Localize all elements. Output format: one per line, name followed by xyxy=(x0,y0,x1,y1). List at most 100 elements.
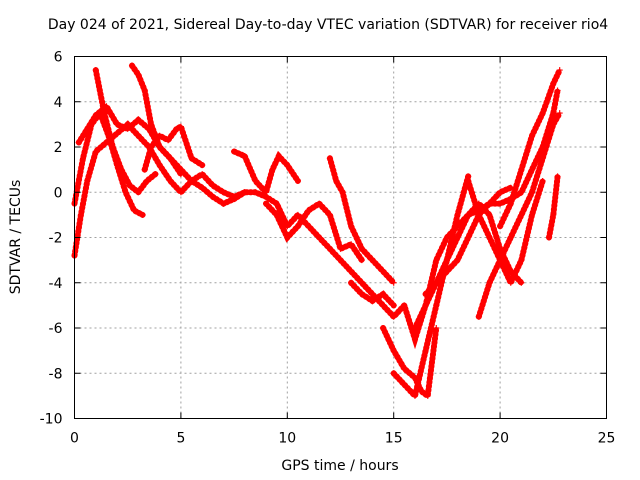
data-point xyxy=(131,207,138,214)
data-point xyxy=(148,144,155,150)
data-point xyxy=(486,200,493,207)
data-point xyxy=(92,148,99,155)
series-markers xyxy=(92,67,159,197)
data-point xyxy=(333,177,340,184)
data-point xyxy=(284,223,291,230)
data-point xyxy=(231,148,238,155)
data-point xyxy=(348,279,355,286)
data-point xyxy=(454,257,461,264)
data-point xyxy=(173,125,180,132)
x-tick-label: 10 xyxy=(278,431,296,447)
series-markers xyxy=(263,199,365,264)
y-tick-label: -2 xyxy=(49,231,63,247)
data-point xyxy=(390,313,397,320)
data-point xyxy=(380,268,387,275)
data-point xyxy=(401,302,408,309)
data-point xyxy=(337,245,344,252)
data-point xyxy=(177,123,184,130)
data-point xyxy=(269,166,276,173)
data-point xyxy=(390,279,397,286)
data-point xyxy=(401,365,408,372)
data-point xyxy=(497,223,504,230)
series-sat-i xyxy=(326,155,397,286)
y-tick-label: 6 xyxy=(54,50,63,66)
data-point xyxy=(507,268,514,275)
data-point xyxy=(152,171,159,178)
data-point xyxy=(165,137,172,144)
y-tick-label: 0 xyxy=(54,185,63,201)
data-point xyxy=(556,67,563,74)
series-markers xyxy=(141,122,206,173)
series-markers xyxy=(422,199,525,298)
data-point xyxy=(518,189,525,196)
data-point xyxy=(109,144,116,150)
data-point xyxy=(486,211,493,218)
data-point xyxy=(380,325,387,331)
data-point xyxy=(411,336,418,343)
x-tick-label: 25 xyxy=(598,431,616,447)
data-point xyxy=(358,257,365,264)
data-point xyxy=(556,110,563,117)
data-point xyxy=(539,155,546,162)
data-point xyxy=(326,211,333,218)
data-point xyxy=(284,162,291,169)
series-sat-g xyxy=(231,148,301,199)
data-point xyxy=(529,166,536,173)
data-point xyxy=(209,193,216,200)
data-point xyxy=(92,67,99,74)
data-point xyxy=(177,189,184,196)
data-point xyxy=(475,211,482,218)
data-point xyxy=(424,392,431,399)
data-point xyxy=(167,155,174,162)
data-point xyxy=(199,162,206,169)
data-point xyxy=(358,291,365,298)
data-point xyxy=(369,291,376,298)
data-point xyxy=(497,245,504,252)
data-point xyxy=(518,279,525,286)
series-sat-n xyxy=(422,199,525,298)
data-point xyxy=(390,347,397,354)
data-point xyxy=(294,211,301,218)
data-point xyxy=(273,200,280,207)
x-axis-label: GPS time / hours xyxy=(281,458,398,474)
data-point xyxy=(475,313,482,320)
data-point xyxy=(550,110,557,117)
data-point xyxy=(284,234,291,241)
data-point xyxy=(177,166,184,173)
chart-title: Day 024 of 2021, Sidereal Day-to-day VTE… xyxy=(48,17,608,33)
y-tick-label: 4 xyxy=(54,95,63,111)
data-point xyxy=(550,121,557,128)
series-sat-e xyxy=(128,62,248,207)
data-point xyxy=(550,211,557,218)
data-point xyxy=(92,112,99,119)
data-point xyxy=(529,132,536,139)
data-point xyxy=(454,211,461,218)
data-point xyxy=(348,268,355,275)
data-point xyxy=(348,223,355,230)
data-point xyxy=(103,103,110,110)
series-markers xyxy=(412,184,514,331)
data-point xyxy=(209,182,216,189)
data-point xyxy=(554,87,561,94)
data-point xyxy=(188,177,195,184)
data-point xyxy=(433,325,440,331)
data-point xyxy=(305,207,312,214)
data-point xyxy=(84,125,91,132)
data-point xyxy=(118,166,125,173)
data-point xyxy=(263,189,270,196)
series-sat-r xyxy=(546,173,561,241)
x-tick-label: 20 xyxy=(491,431,509,447)
data-point xyxy=(326,245,333,252)
y-tick-label: -4 xyxy=(49,276,63,292)
data-point xyxy=(390,302,397,309)
data-point xyxy=(411,392,418,399)
data-point xyxy=(135,189,142,196)
data-point xyxy=(539,177,546,184)
data-point xyxy=(220,200,227,207)
data-point xyxy=(252,189,259,196)
data-point xyxy=(128,62,135,69)
data-point xyxy=(273,211,280,218)
data-point xyxy=(156,162,163,169)
data-point xyxy=(507,234,514,241)
data-point xyxy=(199,184,206,191)
